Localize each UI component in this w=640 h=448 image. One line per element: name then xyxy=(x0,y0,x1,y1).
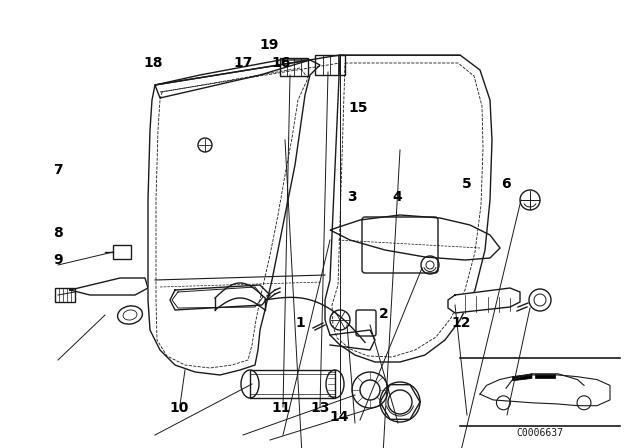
Text: 5: 5 xyxy=(462,177,472,191)
Text: 13: 13 xyxy=(310,401,330,415)
Text: C0006637: C0006637 xyxy=(516,428,563,438)
Text: 2: 2 xyxy=(379,306,389,321)
Bar xyxy=(113,245,131,259)
Text: 17: 17 xyxy=(234,56,253,70)
Text: 14: 14 xyxy=(330,409,349,424)
Polygon shape xyxy=(448,288,520,313)
Bar xyxy=(55,288,75,302)
Bar xyxy=(315,55,345,75)
Text: 15: 15 xyxy=(349,100,368,115)
Polygon shape xyxy=(534,374,556,379)
Text: 18: 18 xyxy=(144,56,163,70)
Text: 10: 10 xyxy=(170,401,189,415)
Bar xyxy=(280,58,308,76)
Text: 9: 9 xyxy=(52,253,63,267)
Text: 11: 11 xyxy=(272,401,291,415)
Text: 19: 19 xyxy=(259,38,278,52)
Text: 8: 8 xyxy=(52,226,63,240)
Polygon shape xyxy=(513,374,532,381)
Text: 16: 16 xyxy=(272,56,291,70)
Text: 4: 4 xyxy=(392,190,402,204)
Text: 6: 6 xyxy=(500,177,511,191)
Polygon shape xyxy=(70,278,148,295)
Text: 7: 7 xyxy=(52,163,63,177)
Text: 3: 3 xyxy=(347,190,357,204)
Text: 12: 12 xyxy=(451,315,470,330)
Text: 1: 1 xyxy=(296,315,306,330)
Bar xyxy=(250,370,335,398)
